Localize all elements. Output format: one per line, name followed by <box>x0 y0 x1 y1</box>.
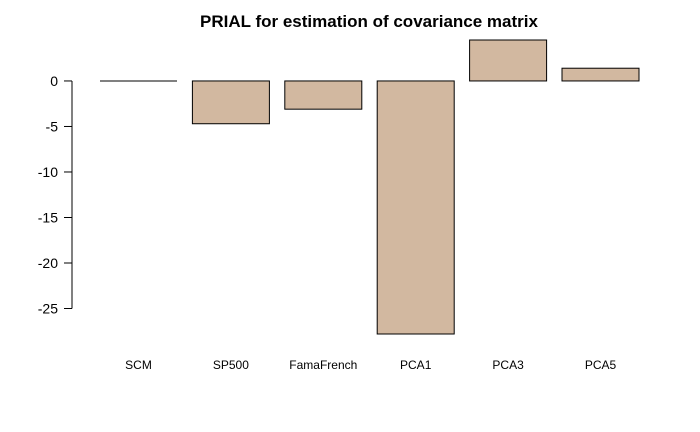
y-tick-label: -10 <box>38 164 58 180</box>
x-tick-label: FamaFrench <box>289 358 357 372</box>
bar-sp500 <box>191 80 270 125</box>
x-tick-label: PCA3 <box>492 358 524 372</box>
y-axis: 0 -5 -10 -15 -20 -25 <box>38 73 73 317</box>
x-axis-labels: SCM SP500 FamaFrench PCA1 PCA3 PCA5 <box>125 358 616 372</box>
y-tick-label: 0 <box>50 73 58 89</box>
bar-pca1 <box>376 80 455 335</box>
x-tick-label: SCM <box>125 358 152 372</box>
x-tick-label: SP500 <box>213 358 249 372</box>
bars <box>100 39 640 335</box>
y-tick-label: -20 <box>38 255 58 271</box>
x-tick-label: PCA1 <box>400 358 432 372</box>
bar-famafrench <box>284 80 363 110</box>
bar-pca3 <box>469 39 548 82</box>
y-tick-label: -15 <box>38 209 58 225</box>
y-tick-label: -5 <box>46 118 59 134</box>
x-tick-label: PCA5 <box>585 358 617 372</box>
chart-title: PRIAL for estimation of covariance matri… <box>200 12 538 31</box>
bar-pca5 <box>561 67 640 82</box>
y-tick-label: -25 <box>38 301 58 317</box>
